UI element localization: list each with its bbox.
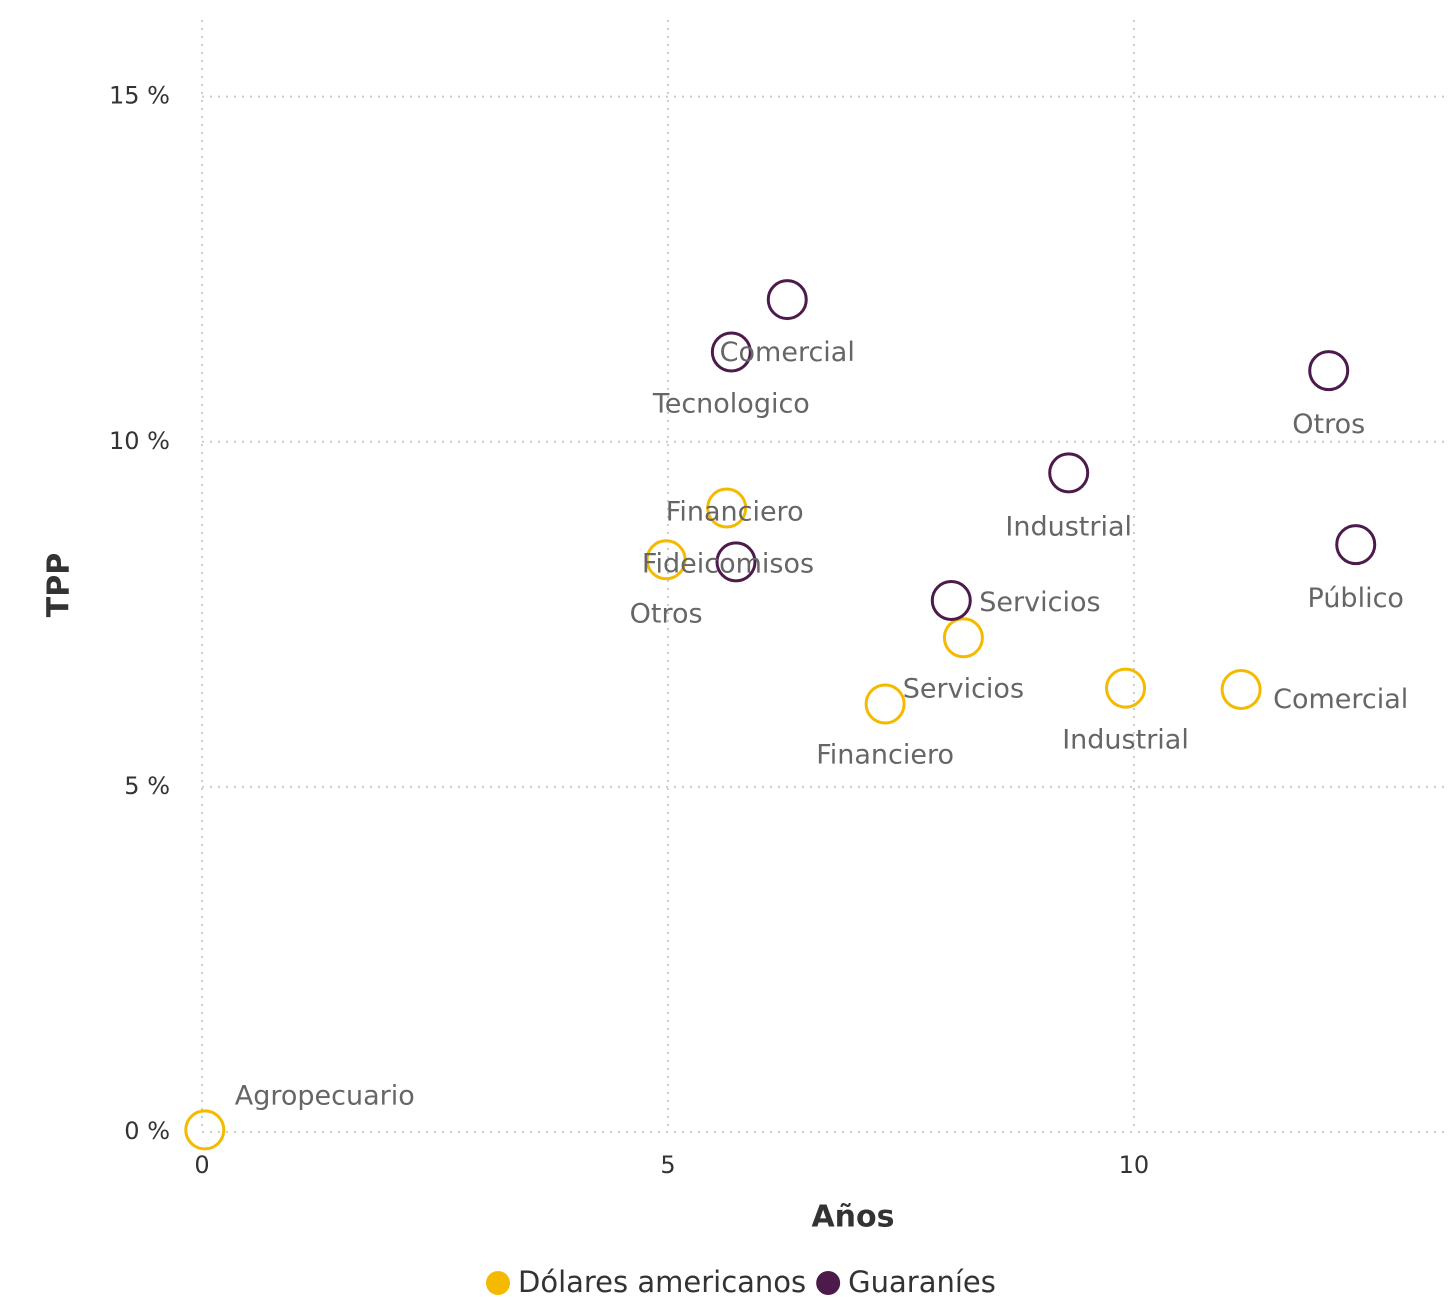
point bbox=[864, 683, 906, 725]
point bbox=[710, 331, 752, 373]
point-label: Tecnologico bbox=[652, 389, 810, 420]
y-tick-label: 5 % bbox=[124, 772, 170, 800]
y-axis-title: TPP bbox=[42, 553, 77, 617]
point-label: Financiero bbox=[816, 740, 954, 771]
point-label: Comercial bbox=[720, 337, 855, 368]
point bbox=[1308, 350, 1350, 392]
x-tick-label: 5 bbox=[660, 1151, 675, 1179]
legend-marker bbox=[816, 1271, 841, 1295]
x-axis-title: Años bbox=[811, 1200, 894, 1235]
y-tick-label: 15 % bbox=[109, 82, 170, 110]
point bbox=[930, 580, 972, 622]
point bbox=[715, 541, 757, 583]
point-label: Servicios bbox=[903, 673, 1024, 704]
point-label: Público bbox=[1308, 583, 1404, 614]
point bbox=[184, 1109, 226, 1151]
point-label: Agropecuario bbox=[235, 1080, 415, 1111]
y-tick-label: 10 % bbox=[109, 427, 170, 455]
point bbox=[1220, 669, 1262, 711]
point bbox=[706, 487, 748, 529]
point bbox=[766, 279, 808, 321]
x-tick-label: 0 bbox=[194, 1151, 209, 1179]
point-label: Industrial bbox=[1062, 725, 1189, 756]
point bbox=[1105, 667, 1147, 709]
point bbox=[1048, 452, 1090, 494]
point-label: Otros bbox=[630, 598, 703, 629]
point-label: Otros bbox=[1292, 409, 1365, 440]
legend-label: Dólares americanos bbox=[518, 1265, 806, 1297]
point-label: Comercial bbox=[1273, 684, 1408, 715]
point-label: Industrial bbox=[1005, 511, 1132, 542]
legend-marker bbox=[486, 1271, 510, 1295]
point-label: Fideicomisos bbox=[642, 548, 814, 579]
point-label: Servicios bbox=[979, 587, 1100, 618]
plot-area bbox=[184, 279, 1377, 1151]
point bbox=[645, 539, 687, 581]
y-tick-label: 0 % bbox=[124, 1117, 170, 1145]
x-tick-label: 10 bbox=[1119, 1151, 1150, 1179]
point-label: Financiero bbox=[666, 497, 804, 528]
point bbox=[1335, 524, 1377, 566]
point bbox=[942, 617, 984, 659]
legend-label: Guaraníes bbox=[848, 1265, 996, 1297]
